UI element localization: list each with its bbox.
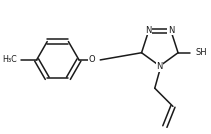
- Text: N: N: [157, 62, 163, 72]
- Text: N: N: [168, 26, 174, 35]
- Text: O: O: [89, 55, 95, 64]
- Text: SH: SH: [195, 48, 207, 57]
- Text: N: N: [145, 26, 152, 35]
- Text: H₃C: H₃C: [3, 55, 18, 64]
